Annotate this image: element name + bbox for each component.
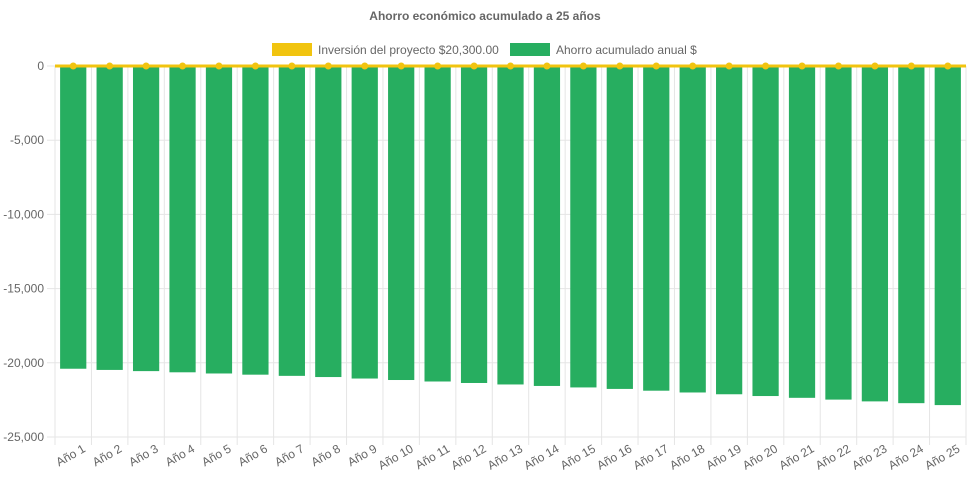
legend-label-savings: Ahorro acumulado anual $ — [556, 43, 697, 57]
bar[interactable] — [643, 66, 670, 391]
bar[interactable] — [716, 66, 743, 395]
x-tick-label: Año 8 — [309, 441, 343, 469]
x-axis: Año 1 Año 2 Año 3 Año 4 Año 5 Año 6 Año 7 Año 8… — [54, 441, 963, 472]
investment-point[interactable] — [944, 62, 952, 70]
y-tick-label: -20,000 — [3, 356, 44, 370]
grid — [47, 65, 967, 445]
bar[interactable] — [679, 66, 706, 393]
x-tick-label: Año 22 — [813, 441, 853, 472]
investment-point[interactable] — [579, 62, 587, 70]
investment-point[interactable] — [288, 62, 296, 70]
investment-point[interactable] — [543, 62, 551, 70]
y-tick-label: -5,000 — [10, 133, 44, 147]
investment-point[interactable] — [616, 62, 624, 70]
x-tick-label: Año 19 — [704, 441, 744, 472]
legend-label-investment: Inversión del proyecto $20,300.00 — [318, 43, 499, 57]
x-tick-label: Año 3 — [126, 441, 160, 469]
x-tick-label: Año 20 — [740, 441, 780, 472]
bar[interactable] — [315, 66, 342, 378]
investment-point[interactable] — [324, 62, 332, 70]
investment-point[interactable] — [69, 62, 77, 70]
bar[interactable] — [752, 66, 779, 397]
y-tick-label: -15,000 — [3, 282, 44, 296]
legend-swatch-investment — [272, 43, 312, 56]
investment-point[interactable] — [106, 62, 114, 70]
bar[interactable] — [205, 66, 233, 374]
investment-point[interactable] — [907, 62, 915, 70]
bar[interactable] — [460, 66, 488, 383]
bar[interactable] — [606, 66, 633, 389]
y-tick-label: -25,000 — [3, 430, 44, 444]
investment-point[interactable] — [798, 62, 806, 70]
x-tick-label: Año 17 — [631, 441, 671, 472]
bar[interactable] — [424, 66, 451, 382]
investment-line — [55, 62, 966, 70]
x-tick-label: Año 5 — [199, 441, 233, 469]
bar[interactable] — [497, 66, 524, 385]
investment-point[interactable] — [470, 62, 478, 70]
bar[interactable] — [278, 66, 305, 376]
y-tick-label: 0 — [37, 59, 44, 73]
legend-item-savings[interactable]: Ahorro acumulado anual $ — [510, 43, 697, 57]
investment-point[interactable] — [871, 62, 879, 70]
bar[interactable] — [351, 66, 378, 379]
investment-point[interactable] — [507, 62, 514, 70]
bar[interactable] — [898, 66, 925, 404]
x-tick-label: Año 2 — [90, 441, 124, 469]
x-tick-label: Año 10 — [376, 441, 416, 472]
x-tick-label: Año 24 — [886, 441, 926, 472]
x-tick-label: Año 25 — [922, 441, 962, 472]
x-tick-label: Año 23 — [849, 441, 889, 472]
investment-point[interactable] — [689, 62, 697, 70]
investment-point[interactable] — [834, 62, 842, 70]
x-tick-label: Año 4 — [163, 441, 197, 469]
x-tick-label: Año 14 — [521, 441, 561, 472]
legend-swatch-savings — [510, 43, 550, 56]
x-tick-label: Año 7 — [272, 441, 306, 469]
investment-point[interactable] — [142, 62, 150, 70]
x-tick-label: Año 18 — [667, 441, 707, 472]
x-tick-label: Año 1 — [54, 441, 88, 469]
x-tick-label: Año 13 — [485, 441, 525, 472]
bar[interactable] — [788, 66, 816, 398]
bar[interactable] — [570, 66, 597, 388]
bar[interactable] — [825, 66, 852, 400]
bar[interactable] — [60, 66, 87, 369]
investment-point[interactable] — [179, 62, 187, 70]
investment-point[interactable] — [762, 62, 770, 70]
investment-point[interactable] — [397, 62, 405, 70]
investment-point[interactable] — [434, 62, 442, 70]
bar[interactable] — [242, 66, 269, 375]
x-tick-label: Año 15 — [558, 441, 598, 472]
chart-title: Ahorro económico acumulado a 25 años — [369, 9, 601, 23]
investment-point[interactable] — [652, 62, 660, 70]
bar[interactable] — [934, 66, 961, 406]
x-tick-label: Año 16 — [594, 441, 634, 472]
bar[interactable] — [533, 66, 561, 386]
legend-item-investment[interactable]: Inversión del proyecto $20,300.00 — [272, 43, 499, 57]
bar[interactable] — [169, 66, 196, 373]
bar[interactable] — [388, 66, 415, 381]
investment-point[interactable] — [361, 62, 369, 70]
y-tick-label: -10,000 — [3, 207, 44, 221]
investment-point[interactable] — [215, 62, 223, 70]
bar[interactable] — [861, 66, 889, 402]
x-tick-label: Año 21 — [777, 441, 817, 472]
legend: Inversión del proyecto $20,300.00 Ahorro… — [272, 43, 697, 57]
bar[interactable] — [96, 66, 123, 370]
investment-point[interactable] — [725, 62, 733, 70]
x-tick-label: Año 12 — [449, 441, 489, 472]
investment-point[interactable] — [251, 62, 259, 70]
y-axis: 0 -5,000 -10,000 -15,000 -20,000 -25,000 — [3, 59, 44, 444]
bars — [60, 66, 961, 406]
x-tick-label: Año 6 — [236, 441, 270, 469]
bar[interactable] — [132, 66, 160, 372]
x-tick-label: Año 11 — [413, 441, 452, 472]
x-tick-label: Año 9 — [345, 441, 379, 469]
